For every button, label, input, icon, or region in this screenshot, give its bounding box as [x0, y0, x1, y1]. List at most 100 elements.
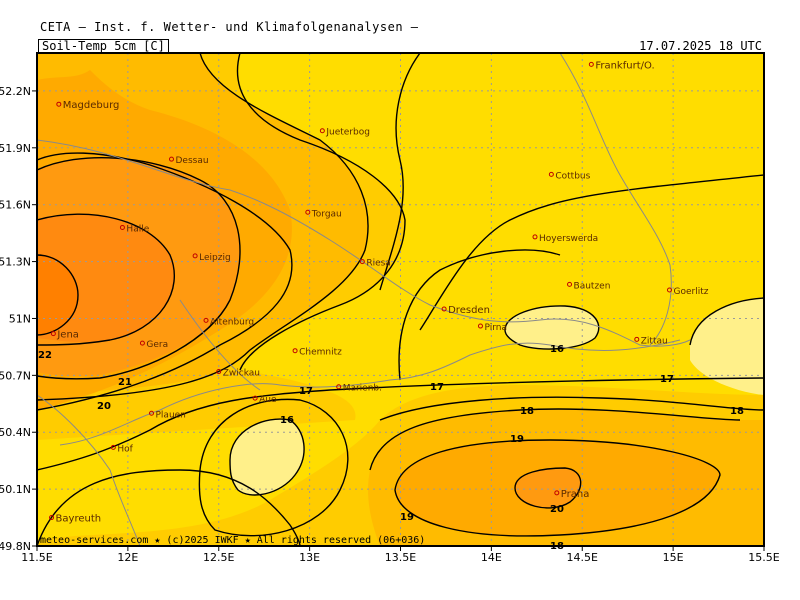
- lat-tick-label: 52.2N: [0, 85, 31, 98]
- contour-line-w21: [37, 156, 241, 380]
- contour-line-s17: [37, 377, 764, 471]
- city-label: Frankfurt/O.: [595, 60, 654, 71]
- page-title: CETA — Inst. f. Wetter- und Klimafolgena…: [40, 20, 419, 34]
- border-line-north: [37, 139, 691, 347]
- city-marker: Leipzig: [192, 253, 231, 263]
- lon-tick-label: 12.5E: [203, 551, 234, 564]
- city-label: Altenburg: [210, 317, 254, 327]
- city-dot: [168, 156, 174, 162]
- lat-tick-label: 50.4N: [0, 426, 31, 439]
- city-marker: Zittau: [634, 336, 668, 346]
- contour-line-praha: [514, 467, 582, 509]
- contour-line-aue-inner: [229, 418, 305, 496]
- city-marker: Hoyerswerda: [532, 234, 598, 244]
- contour-line-w18: [236, 53, 406, 371]
- city-dot: [634, 336, 640, 342]
- longitude-ticks: 11.5E 12E 12.5E 13E 13.5E 14E 14.5E 15E 15.5E: [21, 546, 780, 564]
- contour-label: 16: [280, 415, 294, 426]
- contour-label: 21: [118, 377, 132, 388]
- city-label: Hof: [117, 444, 133, 454]
- city-dot: [192, 253, 198, 259]
- contour-labels: 22 21 20 17 16 17 18 19 20 19 18 17 18 1…: [38, 344, 744, 552]
- city-dot: [119, 224, 125, 230]
- latitude-ticks: 52.2N 51.9N 51.6N 51.3N 51N 50.7N 50.4N 50.1N 49…: [0, 85, 37, 553]
- contour-line-pirna: [504, 305, 600, 350]
- city-dot: [203, 317, 209, 323]
- contour-label: 17: [430, 382, 444, 393]
- lon-tick-label: 14E: [481, 551, 502, 564]
- city-marker: Chemnitz: [292, 348, 342, 358]
- city-label: Halle: [126, 224, 149, 234]
- lon-tick-label: 14.5E: [567, 551, 598, 564]
- contour-line-w22: [37, 213, 175, 346]
- city-dot: [305, 209, 311, 215]
- city-marker: Goerlitz: [666, 287, 709, 297]
- border-line-west: [37, 394, 141, 546]
- city-dot: [252, 395, 258, 401]
- city-label: Pirna: [484, 323, 507, 333]
- lon-tick-label: 15E: [663, 551, 684, 564]
- city-label: Magdeburg: [63, 100, 120, 111]
- contour-line-dresden: [398, 249, 561, 381]
- city-label: Marienb.: [343, 384, 382, 394]
- contour-line-goerlitz: [689, 297, 764, 346]
- city-dot: [666, 287, 672, 293]
- contour-label: 17: [299, 386, 313, 397]
- city-label: Gera: [146, 340, 168, 350]
- city-label: Plauen: [156, 410, 186, 420]
- border-line-south: [59, 339, 681, 446]
- city-label: Cottbus: [555, 171, 590, 181]
- city-label: Bautzen: [574, 281, 611, 291]
- city-marker: Dresden: [441, 305, 490, 316]
- contour-label: 20: [97, 401, 111, 412]
- city-marker: Riesa: [359, 259, 391, 269]
- contour-line-n17: [379, 53, 421, 291]
- city-dot: [49, 515, 55, 521]
- contour-label: 18: [520, 406, 534, 417]
- city-dot: [532, 234, 538, 240]
- contour-label: 16: [550, 344, 564, 355]
- city-dot: [50, 331, 56, 337]
- contour-line-se20: [394, 439, 721, 537]
- lat-tick-label: 49.8N: [0, 540, 31, 553]
- contour-line-w19: [37, 53, 369, 401]
- city-marker: Bautzen: [567, 281, 611, 291]
- city-dot: [319, 128, 325, 134]
- city-marker: Marienb.: [336, 384, 382, 394]
- city-marker: Aue: [252, 395, 277, 405]
- contour-label: 22: [38, 350, 52, 361]
- lat-tick-label: 51.6N: [0, 199, 31, 212]
- city-marker: Torgau: [305, 209, 342, 219]
- city-dot: [588, 61, 594, 67]
- city-marker: Hof: [110, 444, 134, 454]
- contour-line-se18: [379, 396, 764, 421]
- city-label: Dessau: [175, 156, 208, 166]
- city-marker: Magdeburg: [56, 100, 120, 111]
- city-label: Leipzig: [199, 253, 231, 263]
- border-line-east: [559, 53, 672, 346]
- city-label: Jena: [56, 330, 79, 341]
- cities: Magdeburg Jueterbog Frankfurt/O. Dessau Cott…: [49, 60, 709, 525]
- contour-label: 18: [550, 541, 564, 552]
- contour-label: 19: [400, 512, 414, 523]
- city-marker: Plauen: [149, 410, 186, 420]
- contour-line-se19: [369, 408, 741, 471]
- city-marker: Frankfurt/O.: [588, 60, 655, 71]
- city-label: Riesa: [366, 259, 391, 269]
- contour-label: 17: [660, 374, 674, 385]
- contour-lines: [37, 53, 764, 546]
- borders: [37, 53, 691, 546]
- city-label: Chemnitz: [299, 348, 342, 358]
- city-label: Praha: [561, 489, 590, 500]
- city-dot: [110, 444, 116, 450]
- city-label: Dresden: [448, 305, 490, 316]
- lat-tick-label: 50.1N: [0, 483, 31, 496]
- lon-tick-label: 12E: [117, 551, 138, 564]
- city-marker: Bayreuth: [49, 514, 102, 525]
- valid-time: 17.07.2025 18 UTC: [639, 39, 762, 53]
- contour-line-s18: [37, 469, 301, 546]
- city-label: Bayreuth: [56, 514, 102, 525]
- fill-cool-pirna: [505, 305, 599, 350]
- city-label: Zwickau: [223, 369, 260, 379]
